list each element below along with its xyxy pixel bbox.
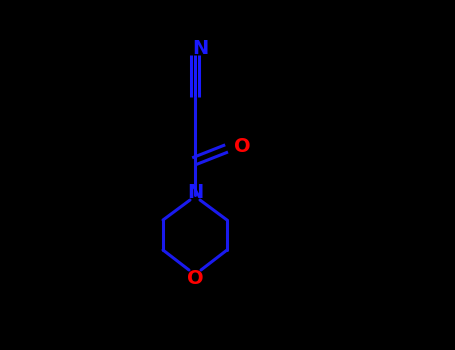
- Text: N: N: [192, 38, 208, 57]
- Text: O: O: [234, 138, 250, 156]
- Text: N: N: [187, 183, 203, 203]
- Text: O: O: [187, 268, 203, 287]
